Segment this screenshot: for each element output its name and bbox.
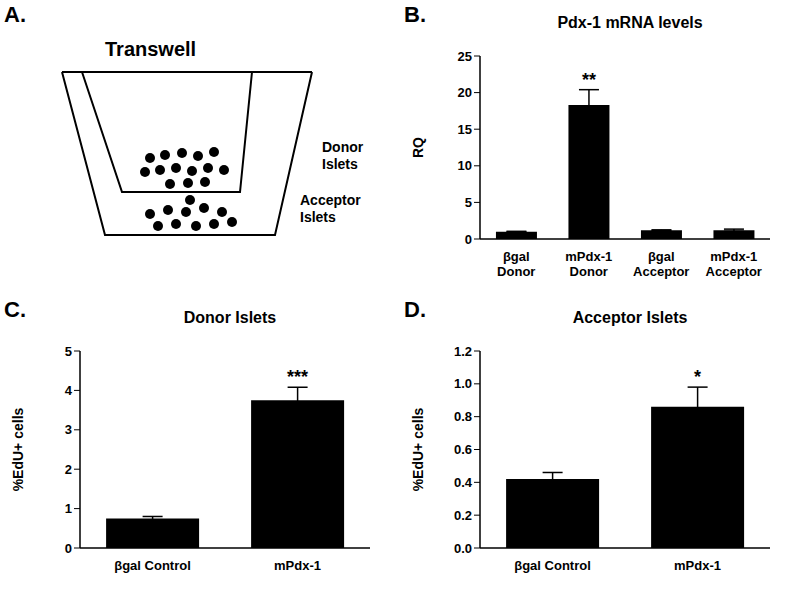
html-text:Acceptor Islets: Acceptor Islets: [572, 309, 688, 326]
svg-text:0.2: 0.2: [454, 508, 472, 523]
svg-text:0: 0: [65, 541, 72, 556]
html-text:A.: A.: [4, 2, 26, 27]
svg-text:βgal Control: βgal Control: [514, 558, 591, 573]
svg-text:4: 4: [65, 383, 73, 398]
html-text:Pdx-1 mRNA levels: Pdx-1 mRNA levels: [557, 14, 703, 31]
svg-text:%EdU+ cells: %EdU+ cells: [10, 407, 26, 491]
svg-text:**: **: [582, 70, 596, 90]
html-text:C.: C.: [4, 297, 26, 322]
svg-text:***: ***: [287, 367, 308, 387]
svg-text:0.6: 0.6: [454, 442, 472, 457]
svg-text:RQ: RQ: [410, 137, 426, 158]
html-text:D.: D.: [404, 297, 426, 322]
svg-text:10: 10: [458, 158, 472, 173]
svg-text:0.8: 0.8: [454, 409, 472, 424]
svg-text:5: 5: [465, 195, 472, 210]
svg-text:DonorIslets: DonorIslets: [322, 139, 364, 172]
svg-text:%EdU+ cells: %EdU+ cells: [410, 407, 426, 491]
svg-text:βgalDonor: βgalDonor: [497, 249, 535, 279]
svg-text:mPdx-1Donor: mPdx-1Donor: [565, 249, 612, 279]
svg-text:βgalAcceptor: βgalAcceptor: [633, 249, 689, 279]
svg-text:20: 20: [458, 85, 472, 100]
svg-text:AcceptorIslets: AcceptorIslets: [300, 192, 361, 225]
svg-text:5: 5: [65, 344, 72, 359]
svg-text:mPdx-1: mPdx-1: [274, 558, 321, 573]
svg-text:3: 3: [65, 422, 72, 437]
svg-text:βgal Control: βgal Control: [114, 558, 191, 573]
svg-text:1.2: 1.2: [454, 344, 472, 359]
svg-text:mPdx-1: mPdx-1: [674, 558, 721, 573]
svg-text:25: 25: [458, 49, 472, 64]
svg-text:0.0: 0.0: [454, 541, 472, 556]
svg-text:1.0: 1.0: [454, 376, 472, 391]
svg-text:*: *: [694, 367, 701, 387]
svg-text:0.4: 0.4: [454, 475, 473, 490]
svg-text:1: 1: [65, 501, 72, 516]
svg-text:2: 2: [65, 462, 72, 477]
html-text:B.: B.: [404, 2, 426, 27]
svg-text:15: 15: [458, 122, 472, 137]
html-text:Donor Islets: Donor Islets: [183, 309, 277, 326]
svg-text:0: 0: [465, 232, 472, 247]
svg-text:Transwell: Transwell: [105, 38, 196, 60]
svg-text:mPdx-1Acceptor: mPdx-1Acceptor: [706, 249, 762, 279]
